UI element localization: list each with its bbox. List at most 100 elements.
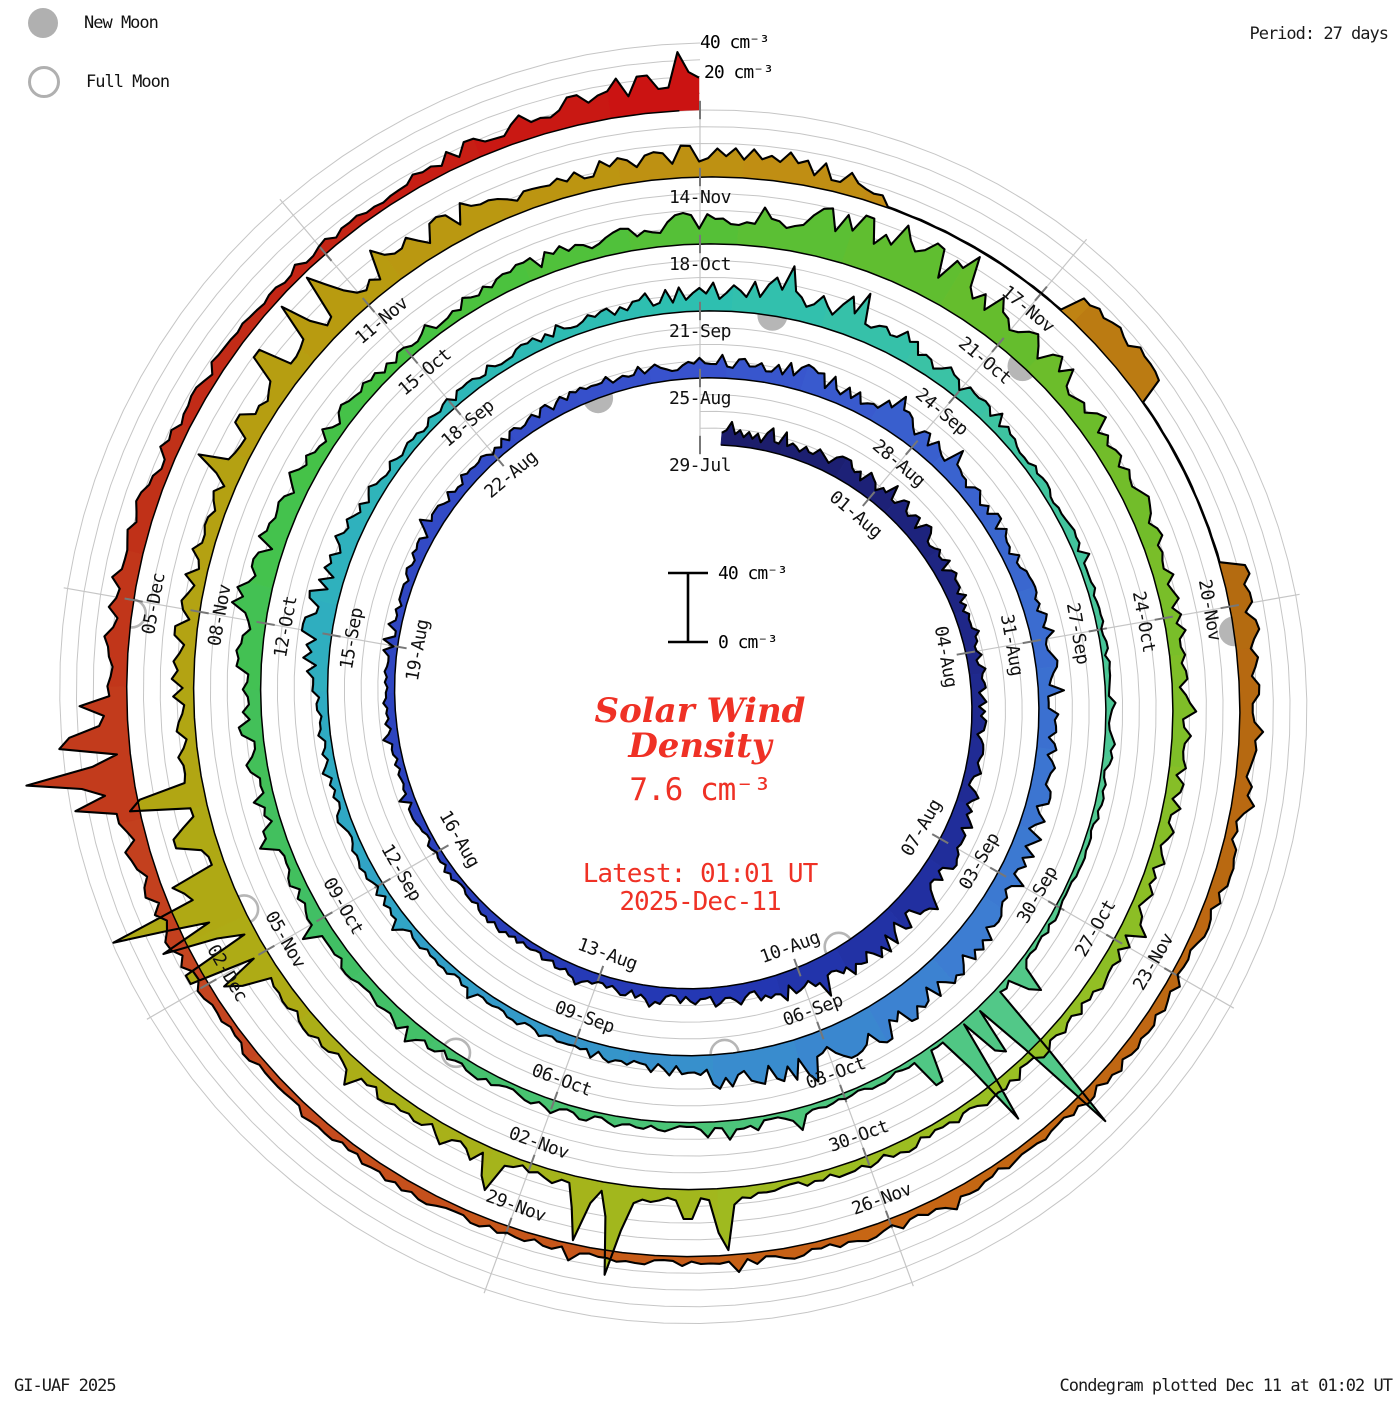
- credit-label: GI-UAF 2025: [14, 1376, 117, 1396]
- date-tick: [361, 297, 376, 313]
- chart-title-line1: Solar Wind: [594, 691, 806, 731]
- outer-grid-20-label: 20 cm⁻³: [704, 62, 774, 83]
- density-fill-segment: [382, 620, 403, 694]
- scale-bar: [668, 571, 708, 644]
- grid-spiral-10: [109, 92, 1258, 1274]
- data-trace: [25, 51, 1265, 1276]
- date-tick: [816, 1021, 825, 1040]
- date-tick: [862, 491, 876, 507]
- radial-spoke: [936, 836, 1235, 1009]
- date-tick: [199, 978, 217, 990]
- density-fill-segment: [248, 1053, 354, 1151]
- date-tick: [989, 866, 1007, 878]
- radial-spoke: [483, 970, 602, 1294]
- date-tick: [448, 400, 462, 416]
- full-moon-label: Full Moon: [86, 72, 170, 92]
- density-fill-segment: [545, 1026, 630, 1066]
- full-moon-marker: [440, 1037, 472, 1069]
- date-tick: [550, 1091, 559, 1110]
- period-label: Period: 27 days: [1249, 24, 1389, 44]
- date-tick: [318, 246, 333, 262]
- date-tick: [931, 833, 949, 845]
- density-fill-segment: [289, 395, 365, 492]
- date-tick: [905, 439, 919, 456]
- date-tick: [991, 337, 1005, 353]
- date-tick: [527, 1154, 536, 1173]
- date-label: 31-Aug: [996, 613, 1027, 678]
- date-tick: [1105, 933, 1123, 945]
- radial-spoke: [146, 847, 445, 1020]
- density-fill-segment: [471, 333, 557, 389]
- date-tick: [1022, 638, 1041, 645]
- scale-bar-top-label: 40 cm⁻³: [718, 563, 788, 584]
- density-fill-segment: [614, 1116, 716, 1138]
- density-fill-segment: [353, 442, 416, 524]
- date-label: 15-Sep: [336, 606, 367, 671]
- legend-new-moon: New Moon: [28, 8, 159, 38]
- density-fill-segment: [436, 262, 532, 334]
- date-tick: [573, 1028, 582, 1047]
- date-tick: [257, 944, 275, 956]
- density-fill-segment: [1095, 445, 1163, 551]
- date-label: 05-Dec: [138, 571, 169, 636]
- date-tick: [1220, 604, 1239, 610]
- new-moon-icon: [28, 8, 58, 38]
- date-label: 12-Oct: [270, 595, 301, 660]
- date-label: 27-Sep: [1062, 601, 1093, 666]
- density-fill-segment: [978, 406, 1048, 489]
- density-fill-segment: [192, 452, 249, 572]
- density-fill-segment: [181, 309, 265, 429]
- density-fill-segment: [514, 932, 579, 979]
- date-tick: [124, 597, 143, 603]
- date-tick: [1154, 615, 1173, 621]
- date-label: 29-Jul: [669, 455, 731, 476]
- density-fill-segment: [964, 1107, 1075, 1195]
- plotted-note: Condegram plotted Dec 11 at 01:02 UT: [1059, 1376, 1393, 1396]
- date-tick: [256, 620, 275, 626]
- density-fill-segment: [1152, 416, 1210, 529]
- density-fill-segment: [867, 958, 956, 1043]
- date-tick: [948, 388, 962, 405]
- date-tick: [1088, 627, 1107, 633]
- date-label: 21-Sep: [669, 321, 731, 342]
- density-fill-segment: [841, 215, 964, 306]
- new-moon-label: New Moon: [84, 13, 159, 33]
- density-fill-segment: [1073, 305, 1160, 418]
- density-fill-segment: [350, 969, 436, 1049]
- date-tick: [793, 958, 802, 977]
- legend-full-moon: Full Moon: [28, 66, 170, 98]
- date-tick: [862, 1147, 871, 1166]
- density-fill-segment: [522, 228, 632, 282]
- grid-spiral-20: [92, 76, 1274, 1291]
- date-tick: [956, 650, 976, 656]
- density-fill-segment: [127, 424, 190, 555]
- density-fill-segment: [518, 1087, 617, 1128]
- density-fill-segment: [726, 358, 810, 391]
- outer-grid-40-label: 40 cm⁻³: [700, 32, 770, 53]
- chart-title-line2: Density: [628, 726, 772, 766]
- date-label: 25-Aug: [669, 388, 731, 409]
- current-density-value: 7.6 cm⁻³: [629, 772, 771, 808]
- date-label: 08-Nov: [204, 583, 235, 648]
- date-label: 18-Oct: [669, 254, 731, 275]
- date-label: 20-Nov: [1194, 578, 1225, 643]
- date-label: 19-Aug: [402, 618, 433, 683]
- full-moon-icon: [28, 66, 60, 98]
- radial-spoke: [279, 198, 501, 463]
- date-label: 14-Nov: [669, 187, 731, 208]
- scale-bar-bottom-label: 0 cm⁻³: [718, 632, 778, 653]
- latest-time-label: Latest: 01:01 UT: [582, 859, 818, 889]
- date-tick: [315, 911, 333, 923]
- date-tick: [322, 632, 341, 638]
- radial-spoke: [795, 963, 914, 1287]
- date-tick: [595, 965, 605, 984]
- date-label: 04-Aug: [930, 624, 961, 689]
- density-fill-segment: [736, 207, 853, 264]
- density-fill-segment: [248, 482, 308, 589]
- density-fill-segment: [719, 1233, 849, 1273]
- radial-spoke: [865, 238, 1088, 503]
- date-tick: [432, 844, 449, 856]
- density-fill-segment: [395, 548, 427, 623]
- density-fill-segment: [298, 1011, 395, 1104]
